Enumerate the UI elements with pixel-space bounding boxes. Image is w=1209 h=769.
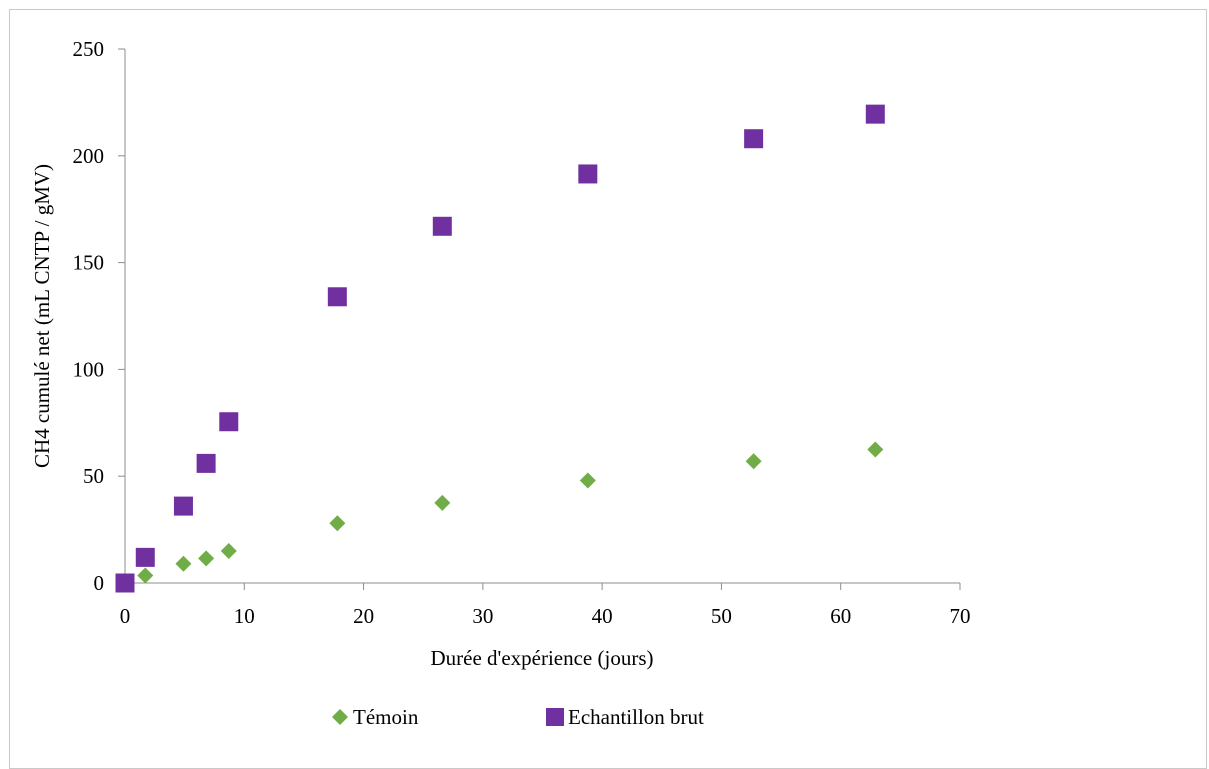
data-point-diamond xyxy=(867,441,884,458)
legend-label-temoin: Témoin xyxy=(353,705,419,729)
y-tick-label: 50 xyxy=(83,464,104,488)
series-0 xyxy=(117,441,884,591)
data-point-square xyxy=(865,104,885,124)
data-point-diamond xyxy=(198,550,215,567)
data-point-square xyxy=(327,287,347,307)
y-tick-label: 100 xyxy=(73,357,105,381)
x-tick-label: 30 xyxy=(472,604,493,628)
axes xyxy=(118,48,961,590)
data-point-diamond xyxy=(220,542,237,559)
data-point-diamond xyxy=(745,453,762,470)
legend-marker-echantillon-brut xyxy=(546,708,564,726)
data-point-diamond xyxy=(434,494,451,511)
data-point-square xyxy=(744,129,764,149)
legend-item-temoin: Témoin xyxy=(332,705,419,729)
data-point-diamond xyxy=(137,567,154,584)
x-tick-label: 60 xyxy=(830,604,851,628)
legend-item-echantillon-brut: Echantillon brut xyxy=(546,705,704,729)
y-tick-label: 250 xyxy=(73,37,105,61)
data-point-diamond xyxy=(329,515,346,532)
data-point-diamond xyxy=(579,472,596,489)
data-point-square xyxy=(115,573,135,593)
x-tick-label: 0 xyxy=(120,604,131,628)
y-axis-title: CH4 cumulé net (mL CNTP / gMV) xyxy=(30,164,54,468)
legend: Témoin Echantillon brut xyxy=(332,705,704,729)
series-1 xyxy=(115,104,885,593)
data-point-square xyxy=(578,164,598,184)
legend-marker-temoin xyxy=(332,709,348,725)
x-tick-label: 70 xyxy=(950,604,971,628)
tick-labels: 0 50 100 150 200 250 0 10 20 30 40 50 60 70 xyxy=(73,37,971,628)
data-point-square xyxy=(135,547,155,567)
y-tick-label: 0 xyxy=(94,571,105,595)
chart-frame xyxy=(9,9,1207,769)
x-tick-label: 50 xyxy=(711,604,732,628)
data-point-diamond xyxy=(175,555,192,572)
y-tick-label: 200 xyxy=(73,144,105,168)
x-tick-label: 10 xyxy=(234,604,255,628)
data-point-square xyxy=(219,412,239,432)
x-axis-title: Durée d'expérience (jours) xyxy=(430,646,653,670)
data-point-square xyxy=(173,496,193,516)
x-tick-label: 40 xyxy=(592,604,613,628)
x-tick-label: 20 xyxy=(353,604,374,628)
data-point-square xyxy=(196,453,216,473)
data-marks xyxy=(115,104,885,593)
legend-label-echantillon-brut: Echantillon brut xyxy=(568,705,704,729)
y-tick-label: 150 xyxy=(73,251,105,275)
data-point-square xyxy=(432,216,452,236)
